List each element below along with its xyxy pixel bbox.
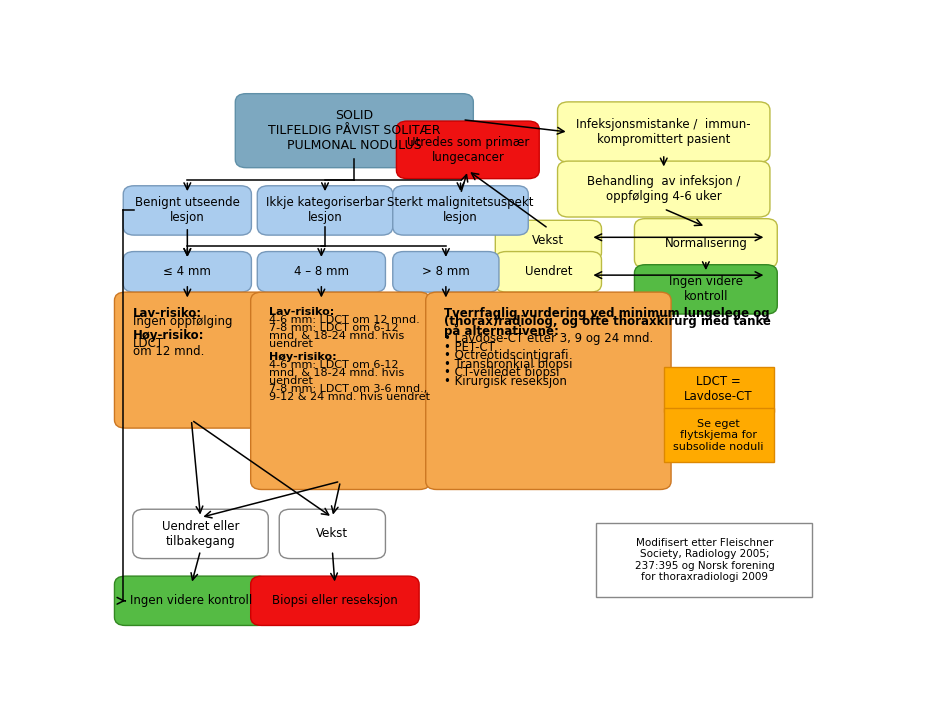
Text: Ingen oppfølging: Ingen oppfølging	[132, 315, 232, 328]
FancyBboxPatch shape	[257, 251, 385, 292]
FancyBboxPatch shape	[132, 509, 268, 559]
FancyBboxPatch shape	[557, 102, 769, 162]
FancyBboxPatch shape	[235, 94, 473, 167]
Text: Vekst: Vekst	[531, 234, 564, 247]
FancyBboxPatch shape	[393, 251, 498, 292]
Text: Utredes som primær
lungecancer: Utredes som primær lungecancer	[406, 136, 529, 164]
Text: Høy-risiko:: Høy-risiko:	[269, 352, 336, 362]
FancyBboxPatch shape	[123, 186, 251, 235]
Text: Lav-risiko:: Lav-risiko:	[269, 307, 334, 317]
FancyBboxPatch shape	[633, 265, 776, 314]
Text: Uendret eller
tilbakegang: Uendret eller tilbakegang	[161, 520, 239, 548]
Text: 7-8 mm: LDCT om 6-12: 7-8 mm: LDCT om 6-12	[269, 323, 398, 333]
Text: 4-6 mm: LDCT om 12 mnd.: 4-6 mm: LDCT om 12 mnd.	[269, 315, 419, 325]
Text: (thorax)radiolog, og ofte thoraxkirurg med tanke: (thorax)radiolog, og ofte thoraxkirurg m…	[444, 315, 770, 328]
Text: om 12 mnd.: om 12 mnd.	[132, 345, 204, 358]
Text: LDCT =
Lavdose-CT: LDCT = Lavdose-CT	[683, 375, 752, 403]
FancyBboxPatch shape	[425, 292, 670, 489]
Text: Tverrfaglig vurdering ved minimum lungelege og: Tverrfaglig vurdering ved minimum lungel…	[444, 307, 768, 320]
Text: Infeksjonsmistanke /  immun-
kompromittert pasient: Infeksjonsmistanke / immun- kompromitter…	[576, 118, 750, 146]
Text: LDCT: LDCT	[132, 337, 163, 350]
Text: • Transbronkial biopsi: • Transbronkial biopsi	[444, 357, 572, 371]
Text: Vekst: Vekst	[316, 528, 348, 540]
Text: Ikkje kategoriserbar
lesjon: Ikkje kategoriserbar lesjon	[265, 197, 384, 224]
FancyBboxPatch shape	[663, 367, 773, 412]
FancyBboxPatch shape	[257, 186, 393, 235]
Text: 7-8 mm: LDCT om 3-6 mnd.,: 7-8 mm: LDCT om 3-6 mnd.,	[269, 384, 427, 394]
FancyBboxPatch shape	[250, 292, 430, 489]
FancyBboxPatch shape	[123, 251, 251, 292]
FancyBboxPatch shape	[596, 523, 812, 597]
Text: > 8 mm: > 8 mm	[422, 266, 469, 278]
FancyBboxPatch shape	[250, 576, 419, 625]
Text: uendret: uendret	[269, 340, 312, 350]
Text: • Lavdose-CT etter 3, 9 og 24 mnd.: • Lavdose-CT etter 3, 9 og 24 mnd.	[444, 333, 652, 345]
FancyBboxPatch shape	[396, 121, 539, 179]
Text: • Kirurgisk reseksjon: • Kirurgisk reseksjon	[444, 375, 566, 388]
FancyBboxPatch shape	[557, 161, 769, 217]
FancyBboxPatch shape	[495, 251, 600, 292]
Text: Normalisering: Normalisering	[664, 237, 747, 250]
Text: Sterkt malignitetsuspekt
lesjon: Sterkt malignitetsuspekt lesjon	[387, 197, 533, 224]
Text: mnd. & 18-24 mnd. hvis: mnd. & 18-24 mnd. hvis	[269, 368, 404, 378]
Text: Ingen videre kontroll: Ingen videre kontroll	[130, 595, 252, 607]
Text: Behandling  av infeksjon /
oppfølging 4-6 uker: Behandling av infeksjon / oppfølging 4-6…	[586, 175, 740, 203]
FancyBboxPatch shape	[633, 219, 776, 268]
Text: • Octreotidscintigrafi: • Octreotidscintigrafi	[444, 350, 568, 362]
Text: Biopsi eller reseksjon: Biopsi eller reseksjon	[272, 595, 397, 607]
Text: på alternativene:: på alternativene:	[444, 324, 558, 338]
FancyBboxPatch shape	[114, 292, 268, 428]
Text: SOLID
TILFELDIG PÅVIST SOLITÆR
PULMONAL NODULUS: SOLID TILFELDIG PÅVIST SOLITÆR PULMONAL …	[268, 109, 440, 152]
FancyBboxPatch shape	[495, 220, 600, 261]
Text: 4 – 8 mm: 4 – 8 mm	[294, 266, 348, 278]
Text: • CT-veiledet biopsi: • CT-veiledet biopsi	[444, 366, 559, 379]
Text: Lav-risiko:: Lav-risiko:	[132, 307, 202, 320]
Text: Høy-risiko:: Høy-risiko:	[132, 328, 204, 342]
Text: Se eget
flytskjema for
subsolide noduli: Se eget flytskjema for subsolide noduli	[673, 419, 763, 452]
Text: Benignt utseende
lesjon: Benignt utseende lesjon	[135, 197, 240, 224]
FancyBboxPatch shape	[114, 576, 268, 625]
Text: • PET-CT: • PET-CT	[444, 341, 495, 354]
FancyBboxPatch shape	[663, 409, 773, 462]
Text: Ingen videre
kontroll: Ingen videre kontroll	[668, 276, 742, 303]
Text: Uendret: Uendret	[524, 266, 571, 278]
FancyBboxPatch shape	[279, 509, 385, 559]
Text: mnd. & 18-24 mnd. hvis: mnd. & 18-24 mnd. hvis	[269, 331, 404, 341]
Text: 9-12 & 24 mnd. hvis uendret: 9-12 & 24 mnd. hvis uendret	[269, 392, 430, 402]
FancyBboxPatch shape	[393, 186, 528, 235]
Text: 4-6 mm: LDCT om 6-12: 4-6 mm: LDCT om 6-12	[269, 360, 398, 370]
Text: uendret: uendret	[269, 376, 312, 386]
Text: Modifisert etter Fleischner
Society, Radiology 2005;
237:395 og Norsk forening
f: Modifisert etter Fleischner Society, Rad…	[633, 538, 773, 582]
Text: ≤ 4 mm: ≤ 4 mm	[163, 266, 211, 278]
